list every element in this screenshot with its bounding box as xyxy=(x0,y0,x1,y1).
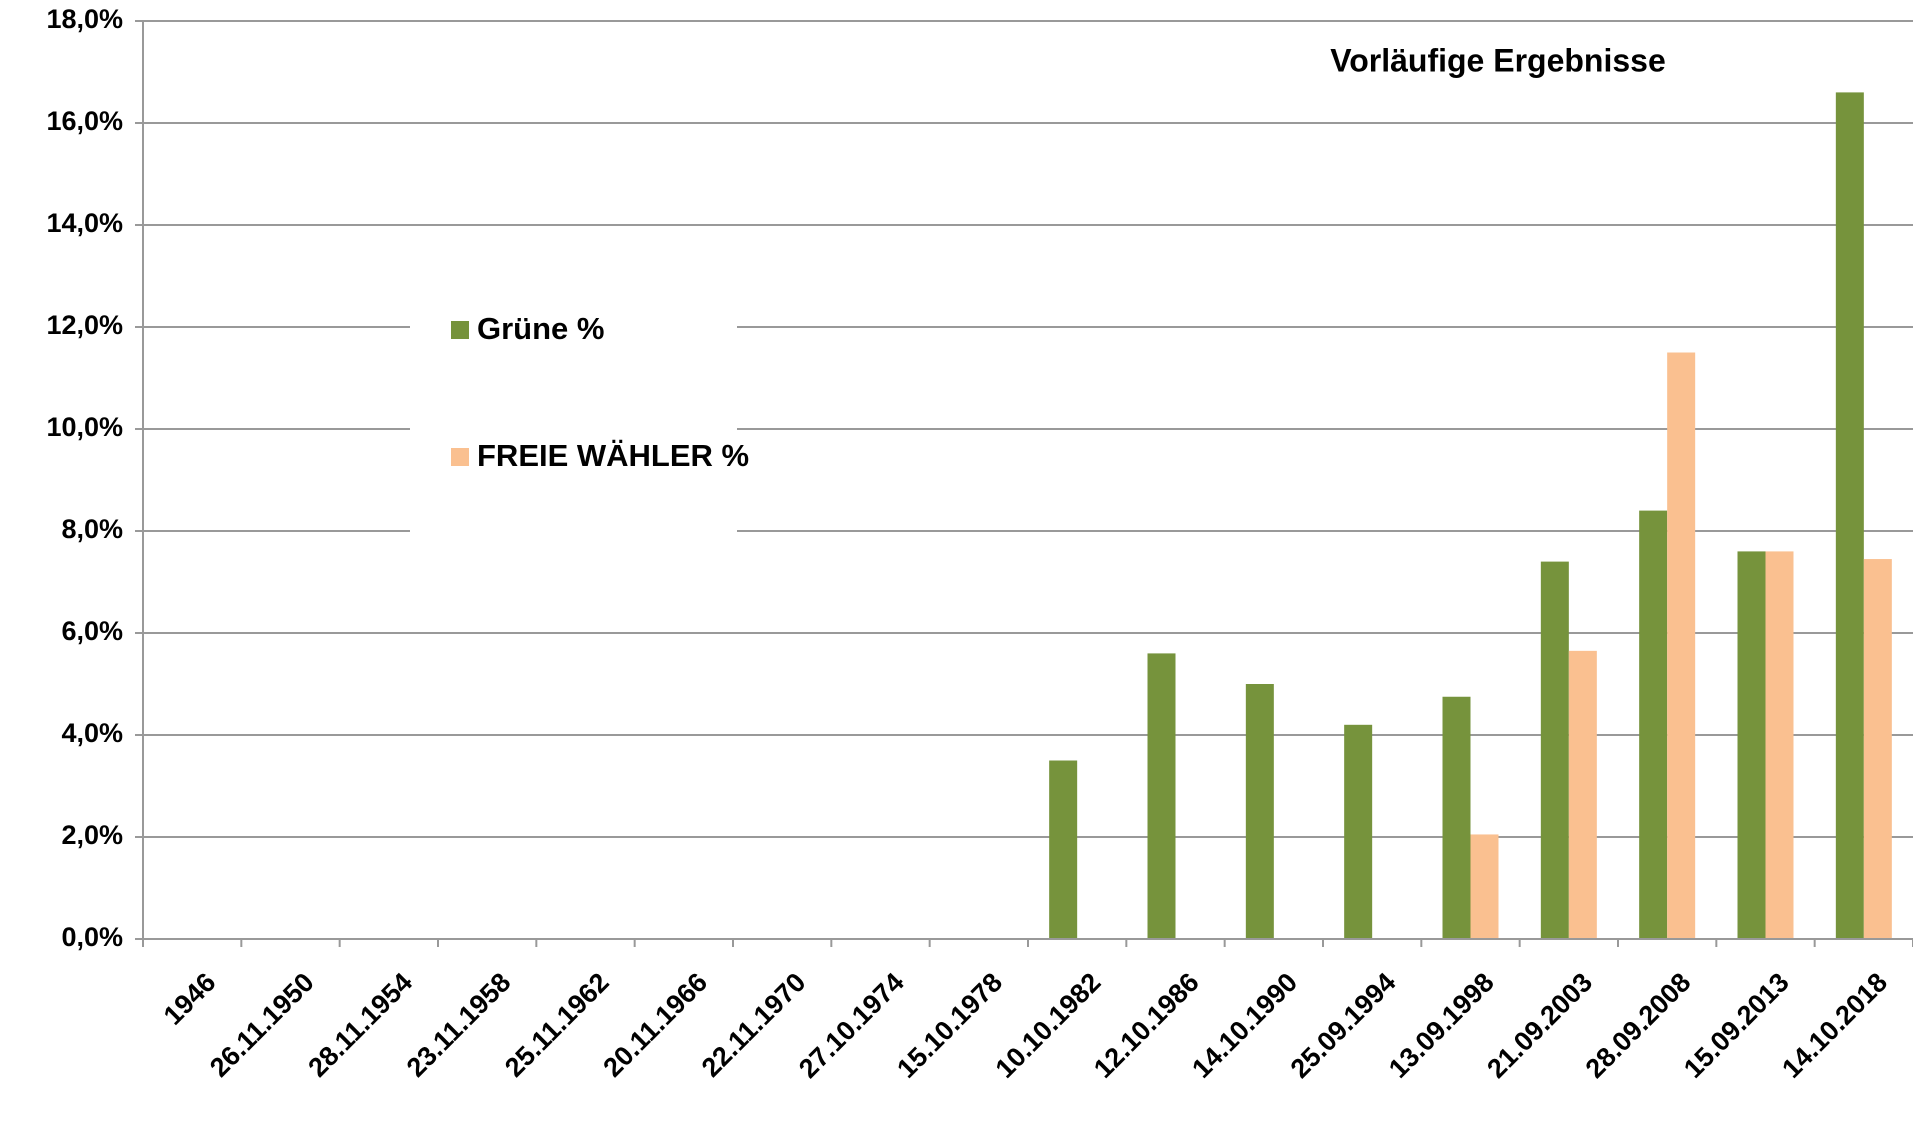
x-tick-label: 26.11.1950 xyxy=(204,967,320,1083)
bar xyxy=(1245,684,1274,939)
legend-label: Grüne % xyxy=(477,311,604,346)
bar xyxy=(1639,510,1668,939)
bar xyxy=(1147,653,1176,939)
bar xyxy=(1470,834,1499,939)
x-tick-label: 27.10.1974 xyxy=(793,967,910,1084)
x-tick-label: 13.09.1998 xyxy=(1383,967,1500,1084)
x-tick-label: 20.11.1966 xyxy=(597,967,713,1083)
x-tick-label: 25.09.1994 xyxy=(1285,967,1402,1084)
y-tick-label: 6,0% xyxy=(61,616,123,646)
x-tick-label: 12.10.1986 xyxy=(1088,967,1205,1084)
x-tick-label: 21.09.2003 xyxy=(1481,967,1598,1084)
y-tick-label: 0,0% xyxy=(61,922,123,952)
x-tick-label: 15.10.1978 xyxy=(891,967,1008,1084)
bar xyxy=(1863,559,1892,939)
bar xyxy=(1667,352,1696,939)
x-tick-label: 15.09.2013 xyxy=(1678,967,1795,1084)
bar xyxy=(1568,650,1597,939)
bar xyxy=(1737,551,1766,939)
x-tick-label: 28.09.2008 xyxy=(1580,967,1697,1084)
bar xyxy=(1049,760,1078,939)
y-tick-label: 18,0% xyxy=(46,4,123,34)
bar xyxy=(1344,724,1373,939)
legend-swatch xyxy=(451,448,469,466)
x-tick-label: 23.11.1958 xyxy=(401,967,517,1083)
x-tick-label: 22.11.1970 xyxy=(696,967,812,1083)
bar xyxy=(1835,92,1864,939)
y-tick-label: 4,0% xyxy=(61,718,123,748)
y-tick-label: 8,0% xyxy=(61,514,123,544)
annotation: Vorläufige Ergebnisse xyxy=(1330,42,1666,78)
bar xyxy=(1765,551,1794,939)
bar xyxy=(1442,696,1471,939)
y-tick-label: 2,0% xyxy=(61,820,123,850)
x-tick-label: 14.10.2018 xyxy=(1776,967,1893,1084)
x-tick-label: 14.10.1990 xyxy=(1186,967,1303,1084)
x-tick-label: 28.11.1954 xyxy=(302,967,418,1083)
y-tick-label: 12,0% xyxy=(46,310,123,340)
x-tick-label: 25.11.1962 xyxy=(499,967,615,1083)
legend-label: FREIE WÄHLER % xyxy=(477,438,749,473)
y-tick-label: 14,0% xyxy=(46,208,123,238)
y-tick-label: 10,0% xyxy=(46,412,123,442)
legend-box xyxy=(410,311,737,537)
bar xyxy=(1540,561,1569,939)
x-tick-label: 10.10.1982 xyxy=(990,967,1107,1084)
y-tick-label: 16,0% xyxy=(46,106,123,136)
x-tick-label: 1946 xyxy=(158,967,222,1031)
legend-swatch xyxy=(451,321,469,339)
